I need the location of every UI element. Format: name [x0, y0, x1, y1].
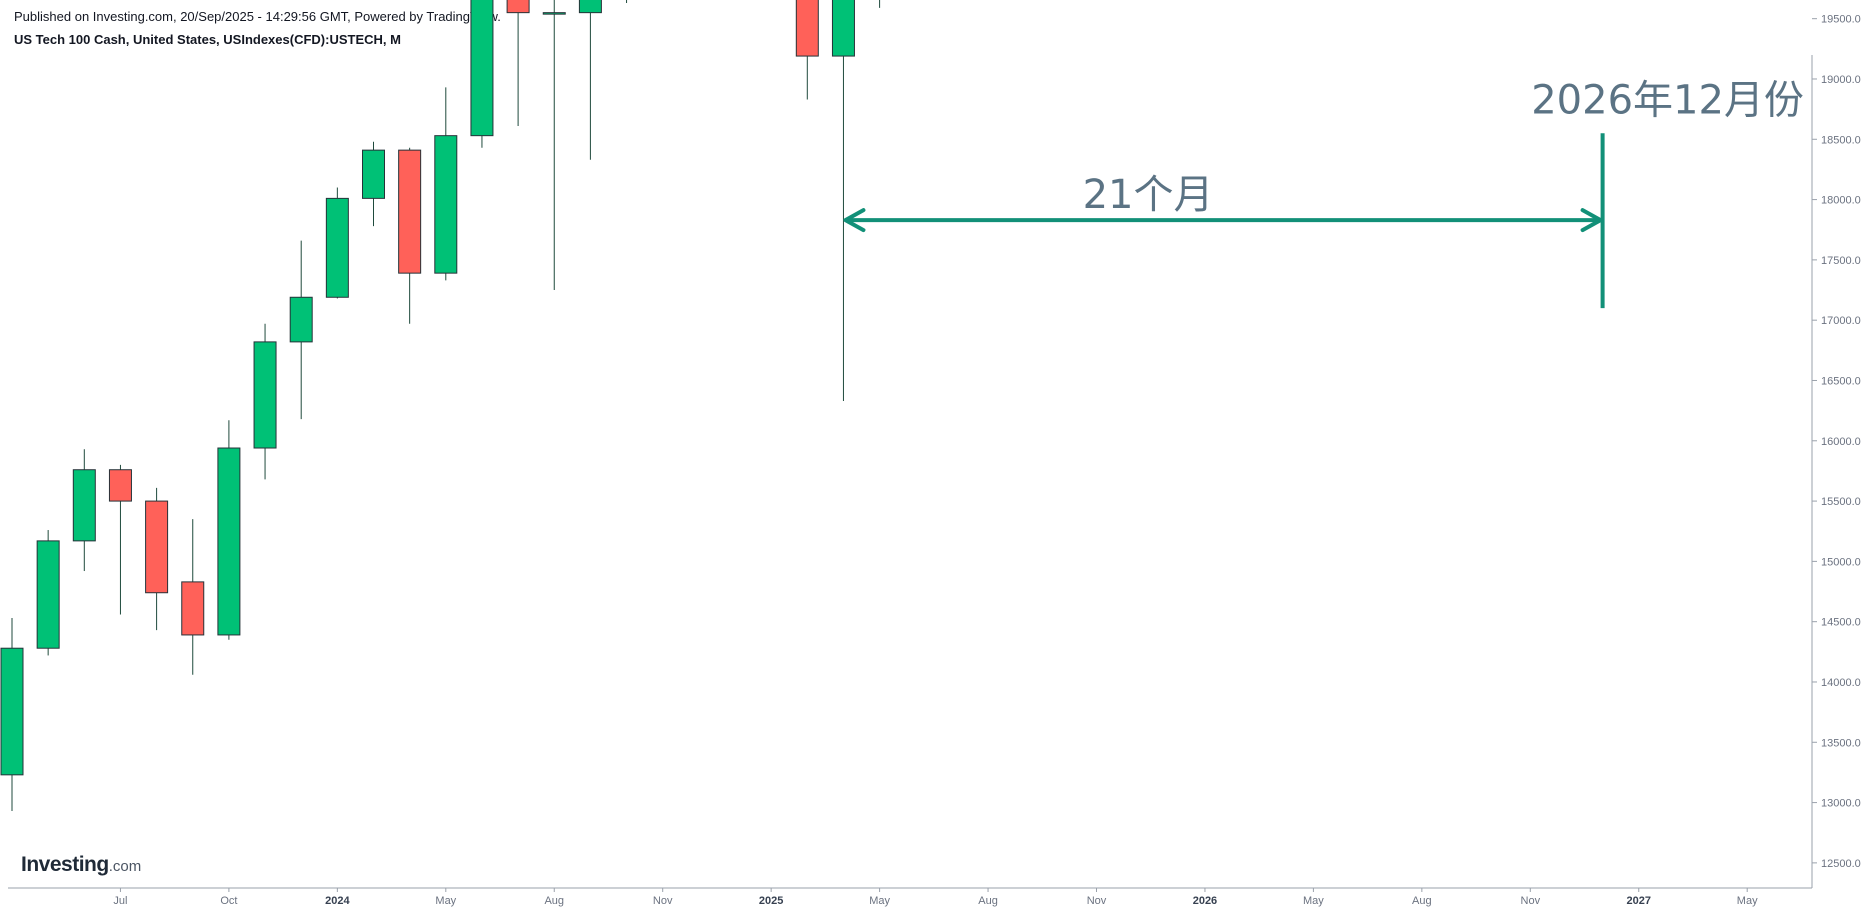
chart-axes: 12500.0 13000.0 13500.0 14000.0 14500.0 15000…: [8, 14, 1861, 907]
x-tick-label: Aug: [978, 895, 998, 907]
y-tick-label: 17500.0: [1821, 255, 1861, 267]
candle-body-up: [0, 647, 24, 776]
y-tick-label: 14000.0: [1821, 677, 1861, 689]
x-tick-label: Nov: [1521, 895, 1541, 907]
candle-body-down: [145, 500, 169, 594]
x-tick-label: Aug: [1412, 895, 1432, 907]
candle: [470, 0, 494, 148]
x-tick-label: May: [435, 895, 456, 907]
candle: [36, 530, 60, 656]
logo-suffix-text: .com: [108, 858, 142, 875]
x-tick-label: May: [1303, 895, 1324, 907]
y-tick-label: 13500.0: [1821, 737, 1861, 749]
x-tick-label: Jul: [113, 895, 127, 907]
candle-body-up: [578, 0, 602, 14]
candle: [506, 0, 530, 127]
candle: [325, 187, 349, 299]
candle: [626, 0, 628, 4]
x-tick-label: 2027: [1627, 895, 1651, 907]
candle: [398, 147, 422, 324]
candle: [879, 0, 881, 8]
annotations-group: 21个月 2026年12月份: [843, 77, 1804, 309]
x-tick-label: May: [869, 895, 890, 907]
investing-logo: Investing.com: [21, 853, 141, 877]
candle-body-up: [470, 0, 494, 137]
chart-published-caption: Published on Investing.com, 20/Sep/2025 …: [14, 9, 501, 24]
candle-body-up: [217, 447, 241, 636]
candle-body-up: [36, 540, 60, 649]
candle-body-up: [542, 12, 566, 15]
duration-arrow-head-left: [843, 208, 866, 233]
candle: [578, 0, 602, 160]
candle: [72, 449, 96, 572]
duration-annotation-label: 21个月: [1083, 172, 1214, 218]
candle: [362, 141, 385, 227]
y-tick-label: 16500.0: [1821, 375, 1861, 387]
y-tick-label: 13000.0: [1821, 798, 1861, 810]
y-tick-label: 19000.0: [1821, 74, 1861, 86]
x-tick-label: 2025: [759, 895, 783, 907]
candle: [289, 240, 313, 420]
candle-body-up: [325, 197, 349, 298]
y-tick-label: 17000.0: [1821, 315, 1861, 327]
x-tick-label: May: [1737, 895, 1758, 907]
y-tick-label: 18000.0: [1821, 195, 1861, 207]
candle-body-up: [72, 469, 96, 542]
candle: [253, 323, 277, 480]
candle: [217, 420, 241, 640]
x-tick-label: Nov: [653, 895, 673, 907]
candle: [434, 87, 458, 281]
x-tick-label: 2024: [325, 895, 350, 907]
x-tick-label: Aug: [544, 895, 564, 907]
y-tick-label: 15500.0: [1821, 496, 1861, 508]
y-tick-label: 15000.0: [1821, 556, 1861, 568]
candle: [0, 618, 24, 812]
candle-body-up: [434, 135, 458, 274]
target-date-label: 2026年12月份: [1531, 77, 1804, 123]
candles-group: [0, 0, 881, 812]
y-tick-label: 18500.0: [1821, 134, 1861, 146]
y-tick-label: 14500.0: [1821, 617, 1861, 629]
logo-main-text: Investing: [21, 853, 109, 876]
y-tick-label: 19500.0: [1821, 14, 1861, 26]
candle-body-down: [398, 149, 422, 274]
x-tick-label: 2026: [1193, 895, 1217, 907]
candle: [181, 519, 205, 675]
candle: [795, 0, 819, 100]
candle: [542, 0, 566, 291]
x-tick-label: Nov: [1087, 895, 1107, 907]
candle-body-up: [362, 149, 385, 199]
candle-body-down: [181, 581, 205, 636]
candle: [108, 464, 132, 615]
candle: [831, 0, 855, 401]
x-tick-label: Oct: [220, 895, 237, 907]
y-tick-label: 12500.0: [1821, 858, 1861, 870]
candle-body-up: [253, 341, 277, 449]
candle: [145, 487, 169, 631]
y-tick-label: 16000.0: [1821, 436, 1861, 448]
candle-body-down: [795, 0, 819, 57]
candle-body-down: [506, 0, 530, 14]
candle-body-up: [831, 0, 855, 57]
candle-body-up: [289, 296, 313, 343]
candle-body-down: [108, 469, 132, 502]
chart-symbol-title: US Tech 100 Cash, United States, USIndex…: [14, 32, 401, 47]
